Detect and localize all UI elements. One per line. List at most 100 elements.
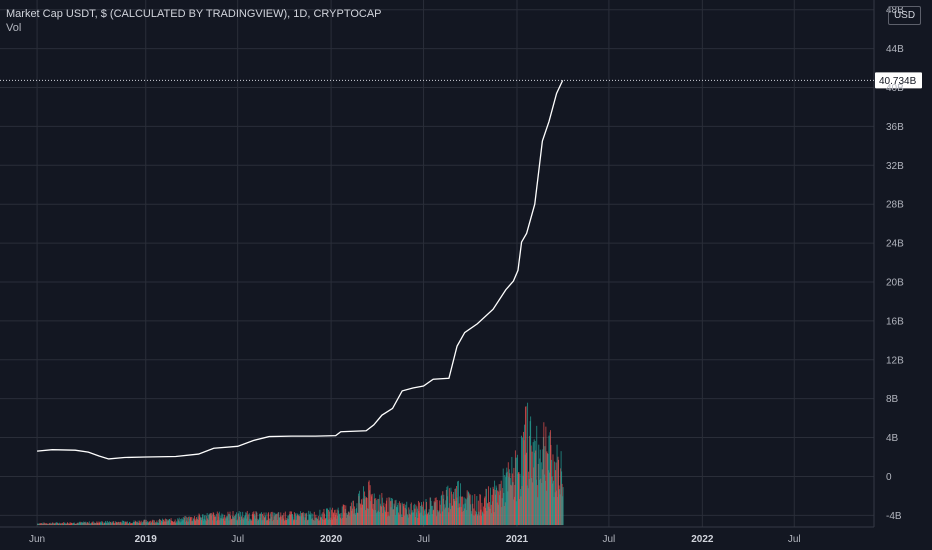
volume-indicator-label[interactable]: Vol [6, 22, 22, 34]
volume-bar [166, 519, 167, 526]
volume-bar [254, 518, 256, 526]
volume-bar [174, 519, 176, 526]
volume-bar [261, 520, 263, 526]
series-line [37, 80, 564, 460]
volume-bar [38, 524, 40, 526]
currency-button[interactable]: USD [888, 6, 921, 25]
volume-bar [271, 511, 273, 526]
x-tick-label: Jul [788, 534, 801, 545]
volume-bar [410, 503, 412, 526]
volume-bar [181, 518, 183, 526]
volume-bar [422, 506, 423, 526]
volume-bar [432, 505, 434, 526]
volume-bar [477, 514, 479, 526]
volume-bar [102, 523, 104, 526]
x-tick-label: 2020 [320, 534, 343, 545]
volume-bar [555, 470, 556, 526]
volume-bar [62, 522, 64, 526]
volume-bar [158, 520, 160, 526]
volume-bar [320, 517, 322, 526]
volume-bar [96, 521, 98, 526]
volume-bar [80, 522, 82, 526]
volume-bar [508, 469, 510, 526]
volume-bar [147, 521, 149, 526]
volume-bar [234, 516, 236, 526]
volume-bar [444, 509, 446, 526]
volume-bar [449, 503, 451, 526]
volume-bar [167, 521, 168, 526]
x-tick-label: 2022 [691, 534, 714, 545]
volume-bar [445, 490, 447, 526]
volume-bar [255, 511, 257, 526]
volume-bar [70, 523, 71, 526]
volume-bar [453, 492, 454, 526]
volume-bar [424, 510, 425, 526]
volume-bar [106, 523, 108, 526]
volume-bar [223, 514, 225, 526]
volume-bar [236, 512, 238, 526]
volume-bar [153, 520, 155, 526]
volume-bar [190, 521, 192, 526]
volume-bar [494, 480, 496, 526]
volume-bar [157, 523, 159, 526]
volume-bar [476, 496, 478, 526]
volume-bar [235, 514, 237, 526]
volume-bar [204, 515, 206, 526]
volume-bar [67, 522, 68, 526]
volume-bar [495, 485, 497, 526]
volume-bar [439, 500, 441, 526]
volume-bar [306, 512, 308, 526]
volume-bar [538, 444, 540, 526]
volume-bar [436, 500, 438, 526]
volume-bar [465, 499, 467, 526]
volume-bar [411, 510, 413, 526]
volume-bar [337, 515, 339, 526]
volume-bar [228, 520, 230, 526]
volume-bar [208, 515, 210, 526]
volume-bar [296, 513, 298, 526]
volume-bar [213, 513, 215, 526]
volume-bar [195, 518, 197, 526]
volume-bar [110, 523, 112, 526]
volume-bar [510, 485, 512, 526]
volume-bar [168, 520, 169, 526]
volume-bar [395, 515, 396, 526]
volume-bar [299, 516, 301, 526]
volume-bar [401, 516, 403, 526]
volume-bar [119, 523, 121, 526]
volume-bar [429, 514, 431, 526]
volume-bar [477, 500, 479, 526]
volume-bar [63, 522, 65, 526]
volume-bar [417, 500, 419, 526]
volume-bar [385, 503, 387, 526]
volume-bar [235, 520, 237, 526]
volume-bar [275, 514, 277, 526]
volume-bar [547, 453, 549, 526]
volume-bar [380, 506, 382, 526]
volume-bar [113, 520, 115, 526]
volume-bar [91, 522, 93, 526]
volume-bar [463, 497, 465, 526]
volume-bar [421, 504, 423, 526]
volume-bar [287, 519, 289, 526]
volume-bar [457, 481, 458, 526]
volume-bar [209, 512, 211, 526]
volume-bar [90, 523, 92, 526]
volume-bar [488, 506, 490, 526]
volume-bar [362, 505, 363, 526]
volume-bar [337, 507, 339, 526]
volume-bar [138, 523, 140, 526]
volume-bar [188, 516, 190, 526]
volume-bar [42, 522, 44, 526]
volume-bar [199, 514, 200, 526]
volume-bar [440, 513, 442, 526]
volume-bar [425, 499, 427, 526]
volume-bar [466, 490, 468, 526]
volume-bar [152, 519, 154, 526]
volume-bar [197, 518, 198, 526]
volume-bar [98, 523, 99, 526]
volume-bar [263, 515, 264, 526]
volume-bar [302, 512, 304, 526]
volume-bar [427, 512, 429, 526]
